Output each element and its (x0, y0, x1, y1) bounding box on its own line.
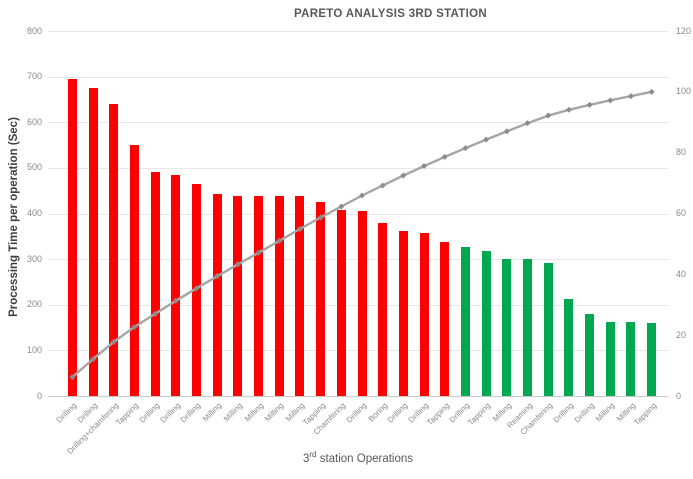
bar-16-boring (378, 222, 388, 396)
bar-12-milling (295, 196, 305, 396)
y-left-tick-500: 500 (26, 162, 42, 173)
line-marker-24 (545, 112, 552, 119)
y-left-tick-700: 700 (26, 71, 42, 82)
line-marker-27 (607, 97, 614, 104)
line-marker-9 (234, 261, 241, 268)
line-marker-1 (69, 374, 76, 381)
line-marker-3 (110, 338, 117, 345)
line-marker-6 (172, 297, 179, 304)
bar-23-reaming (523, 259, 533, 396)
bar-17-drilling (398, 230, 408, 396)
line-marker-13 (317, 214, 324, 221)
bar-2-drilling (88, 88, 98, 396)
bar-10-milling (254, 196, 264, 396)
y-left-tick-600: 600 (26, 116, 42, 127)
bar-27-milling (605, 322, 615, 396)
line-marker-5 (152, 310, 159, 317)
gridline-0 (48, 396, 668, 397)
line-marker-22 (503, 128, 510, 135)
bar-14-chamfering (336, 209, 346, 396)
y-right-tick-60: 60 (676, 208, 687, 218)
bar-3-drilling+chamfering (109, 104, 119, 396)
gridline-500 (48, 167, 668, 169)
y-left-tick-400: 400 (26, 208, 42, 218)
line-marker-26 (586, 101, 593, 108)
y-right-tick-100: 100 (676, 86, 692, 97)
bar-8-milling (212, 194, 222, 396)
cumulative-percentage-line-layer (69, 88, 655, 381)
bar-26-drilling (585, 314, 595, 396)
line-marker-19 (441, 153, 448, 160)
line-marker-20 (462, 145, 469, 152)
x-axis-title-base: 3 (302, 452, 310, 465)
bar-6-drilling (171, 174, 181, 396)
bar-5-drilling (150, 172, 160, 396)
bar-11-milling (274, 196, 284, 396)
y-left-tick-300: 300 (26, 253, 42, 264)
line-marker-28 (627, 93, 634, 100)
line-marker-14 (338, 203, 345, 210)
bar-9-milling (233, 196, 243, 396)
y-right-tick-80: 80 (676, 147, 687, 158)
bar-15-drilling (357, 211, 367, 396)
bar-4-tapping (129, 145, 139, 396)
bar-25-drilling (564, 298, 574, 396)
bar-29-tapping (647, 323, 657, 396)
bar-20-drilling (460, 246, 470, 396)
bar-22-milling (502, 258, 512, 396)
line-marker-25 (565, 106, 572, 113)
bar-19-tapping (440, 241, 450, 396)
bar-1-drilling (67, 78, 77, 396)
bar-24-chamfering (543, 262, 553, 396)
line-marker-10 (255, 249, 262, 256)
y-right-tick-0: 0 (676, 390, 682, 401)
bar-18-drilling (419, 233, 429, 396)
line-marker-4 (131, 323, 138, 330)
x-axis-title-rest: station Operations (316, 452, 414, 465)
line-marker-15 (359, 192, 365, 199)
line-marker-23 (524, 120, 531, 127)
y-left-tick-100: 100 (26, 344, 42, 355)
bar-13-tapping (316, 202, 326, 396)
x-axis-title: 3rd station Operations (48, 450, 668, 465)
line-marker-21 (483, 136, 490, 143)
chart-title: PARETO ANALYSIS 3RD STATION (294, 8, 487, 20)
y-right-tick-40: 40 (676, 268, 687, 279)
y-left-tick-200: 200 (26, 299, 42, 310)
gridline-800 (48, 31, 668, 32)
line-marker-8 (214, 273, 221, 280)
y-left-tick-800: 800 (26, 25, 42, 36)
y-left-tick-0: 0 (36, 390, 42, 401)
line-marker-12 (296, 226, 303, 233)
line-marker-29 (648, 88, 655, 95)
line-marker-2 (90, 356, 97, 363)
bar-21-tapping (481, 250, 491, 396)
cumulative-percentage-line (71, 90, 652, 379)
gridline-600 (48, 122, 668, 124)
line-marker-11 (276, 237, 283, 244)
plot-area (48, 31, 668, 397)
line-marker-17 (400, 172, 407, 179)
line-marker-18 (421, 163, 428, 170)
gridline-700 (48, 76, 668, 78)
y-right-tick-20: 20 (676, 329, 687, 340)
x-axis-title-superscript: rd (309, 450, 317, 459)
bar-28-milling (626, 322, 636, 396)
line-marker-16 (379, 182, 386, 189)
y-right-tick-120: 120 (676, 25, 692, 36)
line-marker-7 (193, 285, 200, 292)
